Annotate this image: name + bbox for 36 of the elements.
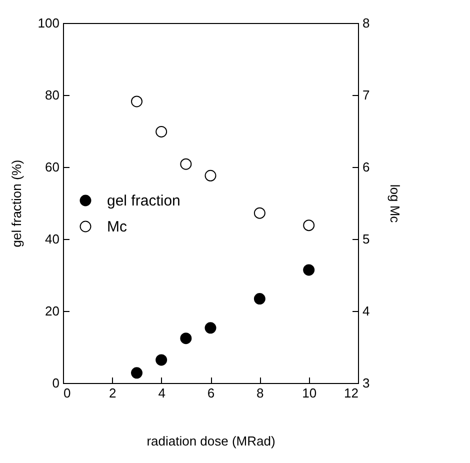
point [156,354,168,366]
y-tick-label: 100 [38,16,60,30]
x-axis-title: radiation dose (MRad) [146,434,276,448]
point [204,170,216,182]
y2-tick-label: 4 [362,304,370,318]
y-tick-label: 0 [52,376,60,390]
x-tick-label: 2 [109,386,116,400]
point [204,322,216,334]
x-tick-label: 12 [344,386,358,400]
y-tick-label: 80 [45,88,60,102]
x-tick-label: 6 [207,386,215,400]
point [131,96,142,108]
point [156,126,168,138]
y-tick-label: 40 [45,232,60,246]
y-tick-label: 60 [45,160,60,174]
x-tick-label: 4 [158,386,166,400]
point [131,367,142,379]
y2-axis-title: log Mc [388,184,403,224]
x-tick-label: 10 [302,386,317,400]
y-tick-label: 20 [45,304,60,318]
y2-tick-label: 6 [362,160,370,174]
legend-label: Mc [107,218,128,236]
x-tick-label: 0 [64,386,71,400]
point [180,332,192,344]
point [303,220,315,232]
y2-tick-label: 5 [362,232,370,246]
point [254,293,266,304]
x-tick-label: 8 [256,386,264,400]
y-axis-title: gel fraction (%) [8,160,24,248]
legend-label: gel fraction [107,192,180,210]
y2-tick-label: 8 [362,16,370,30]
y2-tick-label: 3 [362,376,370,390]
point [303,264,315,276]
point [254,207,266,219]
point [180,158,192,170]
y2-tick-label: 7 [362,88,370,102]
